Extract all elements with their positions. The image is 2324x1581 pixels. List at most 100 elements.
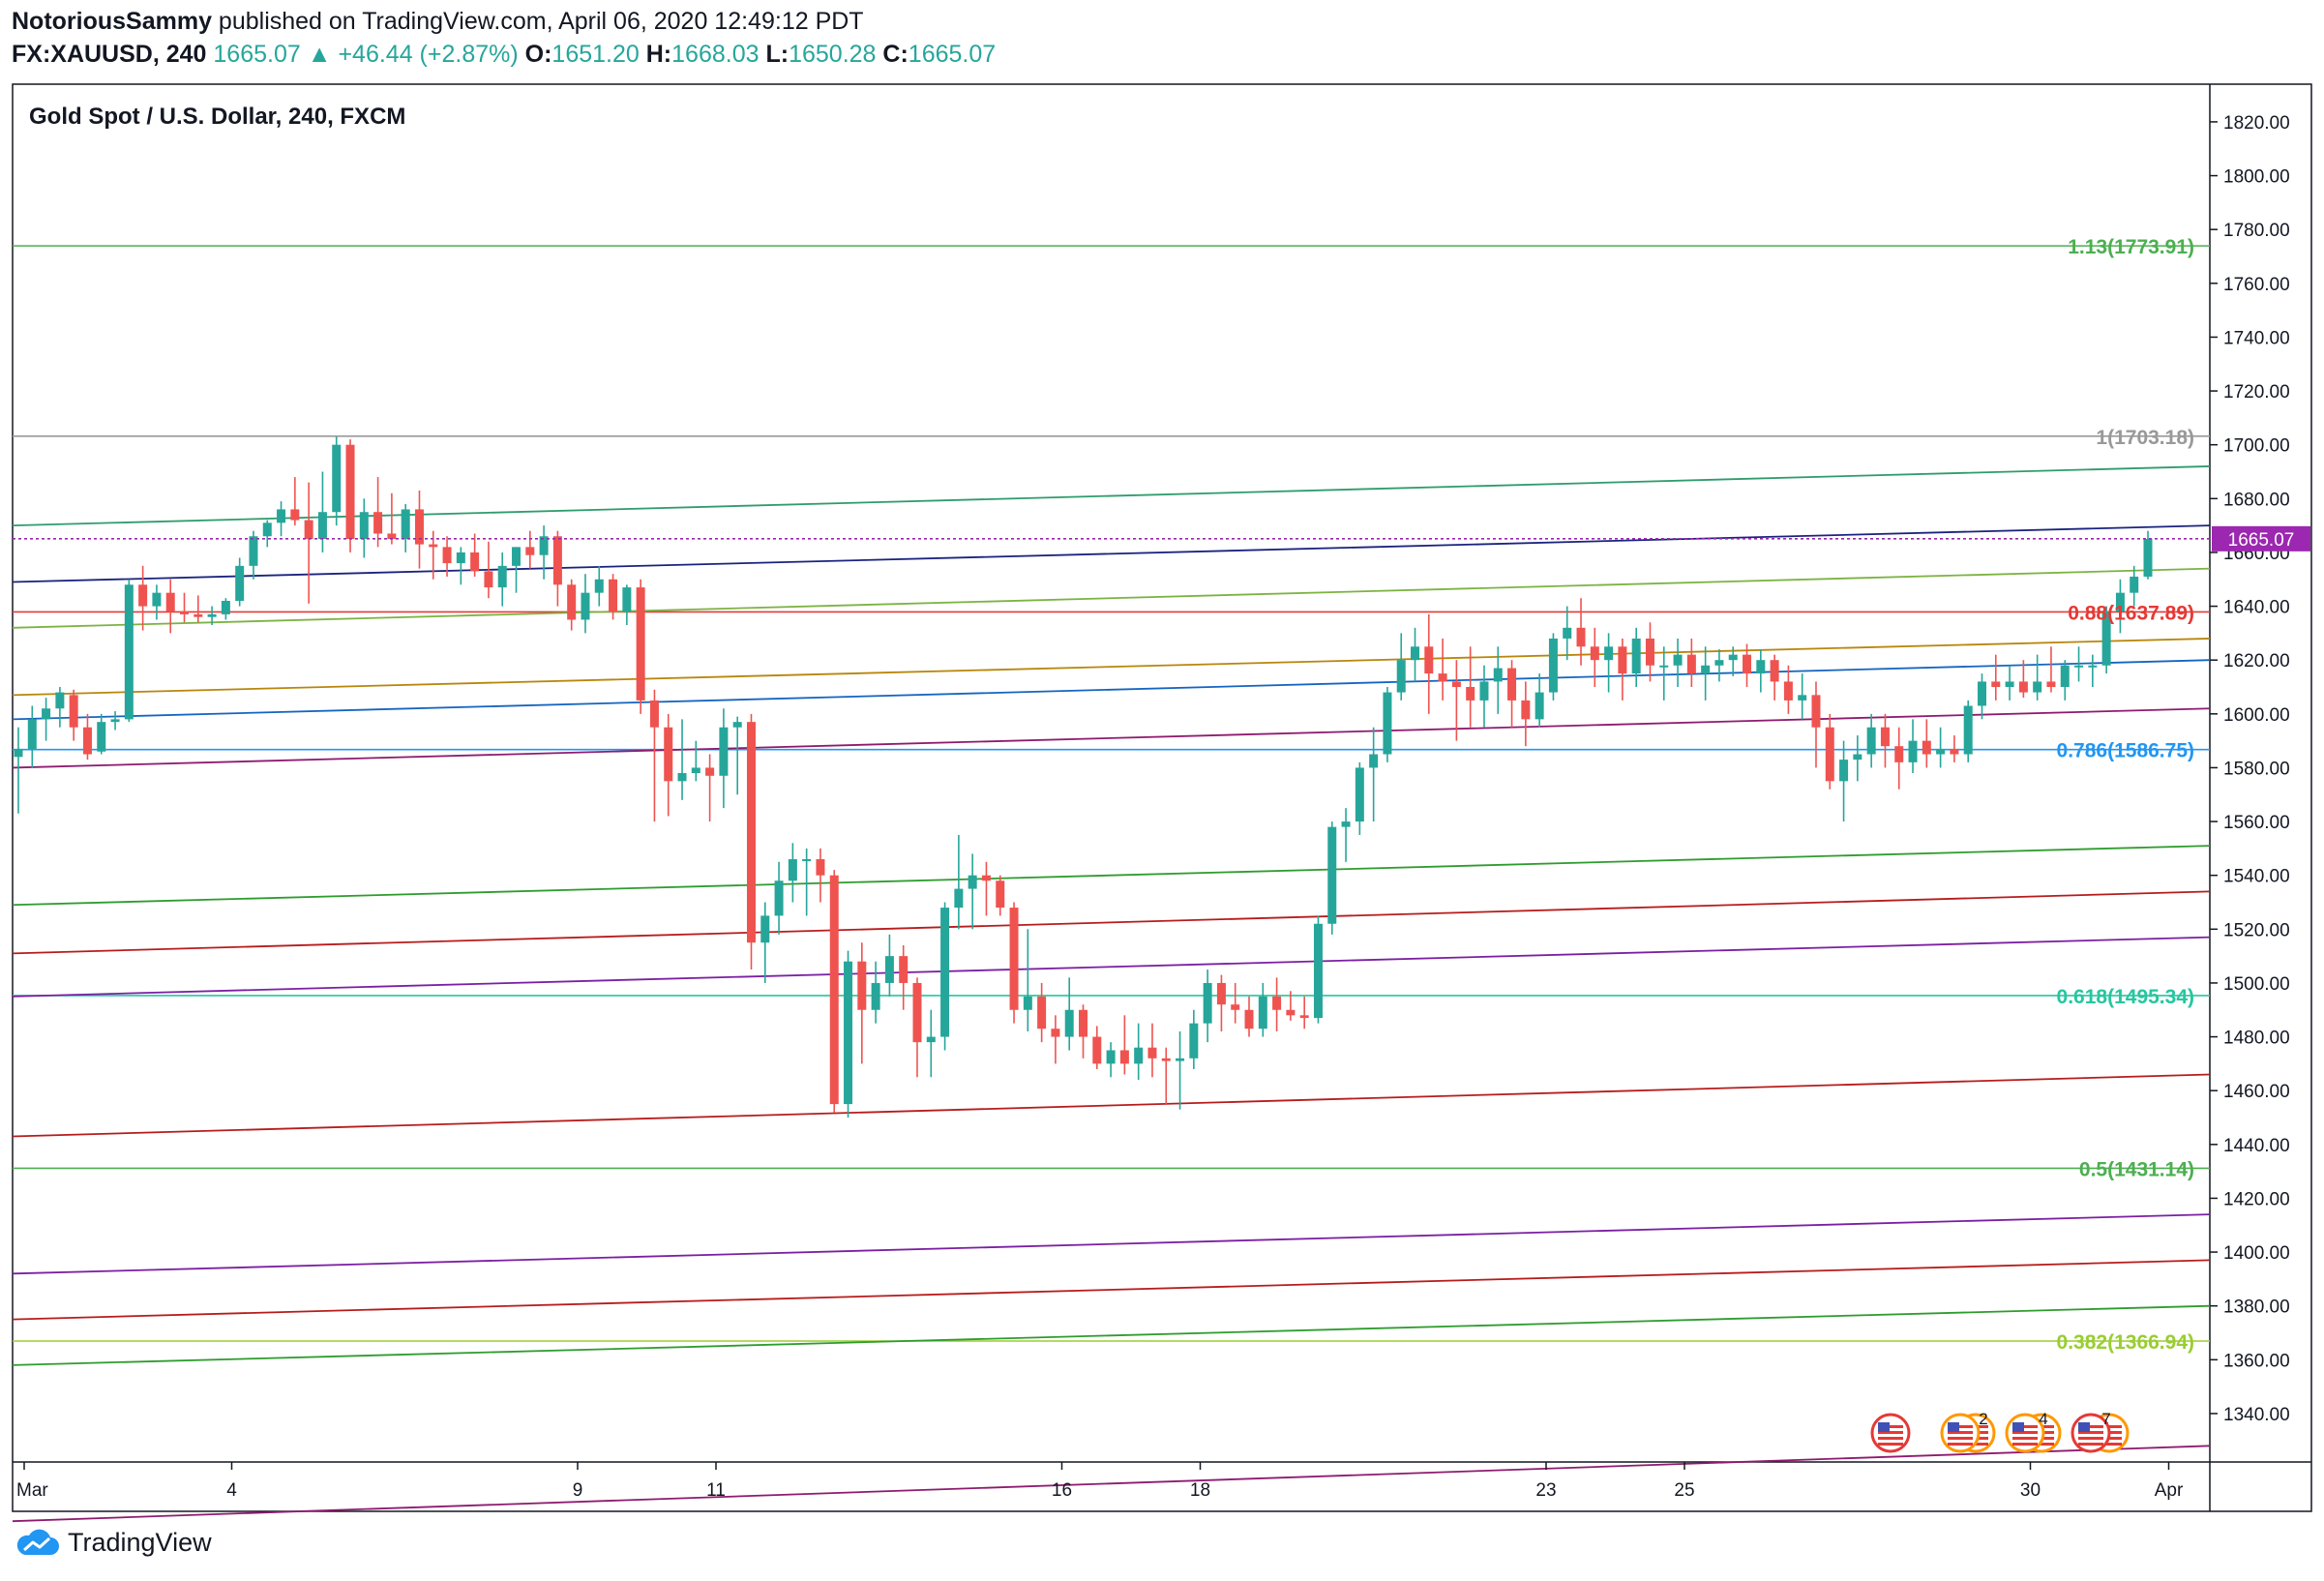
candle <box>1438 638 1447 701</box>
candle <box>1161 1047 1171 1105</box>
trend-line[interactable] <box>12 567 2211 629</box>
candle <box>1590 627 1599 687</box>
candle <box>1936 727 1946 768</box>
trend-line[interactable] <box>12 1445 2211 1523</box>
candle-body <box>69 695 78 728</box>
candle <box>1507 660 1517 728</box>
candle-body <box>954 888 964 909</box>
trend-line[interactable] <box>12 845 2211 907</box>
time-axis[interactable]: Mar49111618232530Apr6813 <box>16 1462 2324 1501</box>
candle-body <box>304 520 313 540</box>
candle-body <box>1327 826 1337 924</box>
candle-body <box>899 956 909 983</box>
candle-body <box>1853 754 1862 761</box>
y-tick-label: 1700.00 <box>2223 436 2290 457</box>
candle-body <box>1701 665 1711 674</box>
close-value: 1665.07 <box>908 41 997 68</box>
trend-line[interactable] <box>12 1073 2211 1138</box>
candle <box>194 595 203 623</box>
us-flag-event-icon[interactable] <box>2071 1413 2111 1453</box>
x-tick-label: 11 <box>706 1480 726 1501</box>
candle-body <box>2115 592 2125 612</box>
candle <box>829 870 839 1113</box>
candle <box>180 592 190 623</box>
candle <box>2115 579 2125 634</box>
candle <box>816 848 825 903</box>
candle-body <box>42 708 51 720</box>
candle <box>2088 654 2098 687</box>
candle <box>1714 649 1724 682</box>
price-axis[interactable]: 1340.00 1360.00 1380.00 1400.00 1420.00 1440.… <box>2210 113 2290 1425</box>
trend-line[interactable] <box>12 1259 2211 1321</box>
y-tick-label: 1520.00 <box>2223 920 2290 940</box>
candle <box>1424 613 1434 714</box>
candle <box>1466 646 1475 728</box>
candle <box>1355 761 1364 835</box>
trend-line[interactable] <box>12 707 2211 769</box>
us-flag-event-icon[interactable] <box>2005 1413 2045 1453</box>
candle-body <box>1922 740 1931 755</box>
candle-body <box>1064 1009 1074 1037</box>
us-flag-event-icon[interactable] <box>1940 1413 1981 1453</box>
candle <box>1051 1015 1060 1064</box>
candle-body <box>290 509 300 521</box>
tradingview-logo[interactable]: TradingView <box>14 1528 212 1558</box>
candle <box>1977 673 1986 720</box>
candle-body <box>1770 660 1779 682</box>
trend-line[interactable] <box>12 890 2211 955</box>
candle-body <box>1313 923 1323 1019</box>
candle <box>456 547 465 585</box>
candle <box>27 705 37 768</box>
fib-level-label: 0.382(1366.94) <box>2057 1331 2194 1354</box>
candle-body <box>1023 996 1032 1010</box>
candle <box>207 606 217 626</box>
trend-line[interactable] <box>12 638 2211 697</box>
trend-lines <box>12 465 2211 1523</box>
candle-body <box>110 719 120 723</box>
candle-body <box>1977 681 1986 706</box>
candle-body <box>2088 665 2098 668</box>
candle <box>1037 982 1047 1043</box>
candle <box>871 961 880 1024</box>
x-tick-label: Mar <box>16 1480 48 1501</box>
trend-line[interactable] <box>12 1213 2211 1275</box>
candle <box>1286 991 1296 1021</box>
candle-body <box>180 612 190 614</box>
candle-body <box>138 584 148 607</box>
candle-body <box>719 727 729 776</box>
candle-body <box>664 727 673 782</box>
candle <box>110 711 120 731</box>
candle <box>760 902 770 983</box>
candle-body <box>2033 681 2042 693</box>
candle-body <box>1563 627 1572 639</box>
fib-levels <box>13 245 2210 1342</box>
economic-events[interactable]: 2 4 7 <box>1870 1410 2130 1453</box>
candle-body <box>2074 665 2084 668</box>
candle <box>1963 700 1973 762</box>
author-name[interactable]: NotoriousSammy <box>12 8 212 35</box>
last-price: 1665.07 <box>213 41 301 68</box>
candle <box>165 579 175 634</box>
y-tick-label: 1600.00 <box>2223 705 2290 726</box>
candle-body <box>1618 646 1627 674</box>
trend-line[interactable] <box>12 465 2211 527</box>
candle <box>304 482 313 604</box>
candle <box>470 533 480 577</box>
candle <box>373 477 383 548</box>
y-tick-label: 1560.00 <box>2223 813 2290 833</box>
candle-body <box>401 509 410 540</box>
candle <box>1618 638 1627 701</box>
candle-body <box>1963 705 1973 755</box>
candle <box>1894 727 1904 790</box>
chart-border <box>12 83 2312 1512</box>
candle <box>401 503 410 552</box>
trend-line[interactable] <box>12 524 2211 583</box>
trend-line[interactable] <box>12 936 2211 998</box>
candle-body <box>691 767 700 773</box>
trend-line[interactable] <box>12 1304 2211 1366</box>
us-flag-event-icon[interactable] <box>1870 1413 1911 1453</box>
candle-body <box>27 719 37 749</box>
candle <box>788 843 797 903</box>
trend-line[interactable] <box>12 659 2211 721</box>
